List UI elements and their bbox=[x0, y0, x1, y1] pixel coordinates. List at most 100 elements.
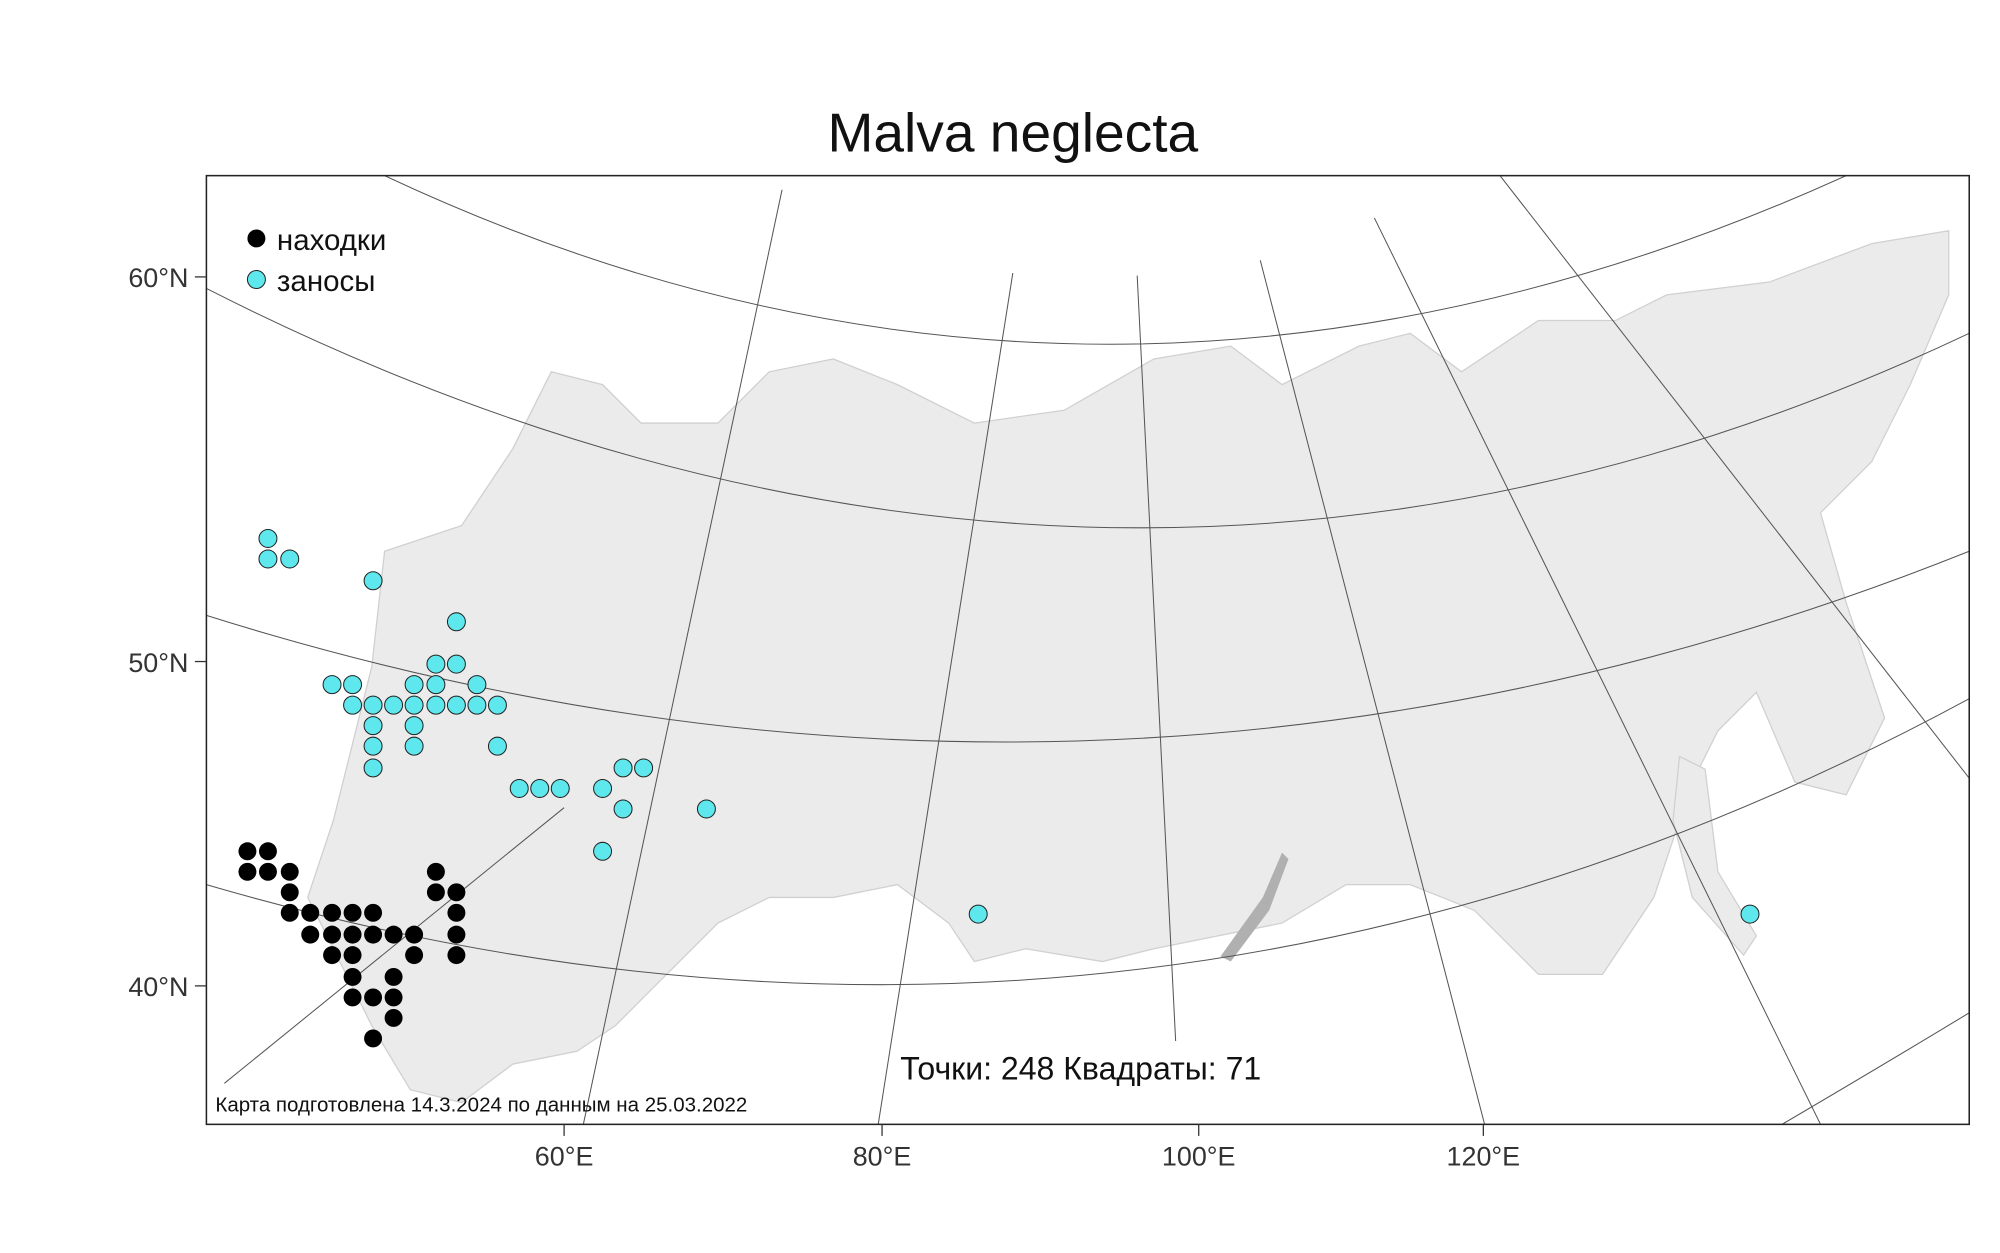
records bbox=[238, 528, 1760, 1048]
introduced-record bbox=[696, 799, 716, 819]
native-record bbox=[447, 903, 466, 922]
map-body bbox=[206, 175, 1970, 1125]
introduced-record bbox=[426, 695, 446, 715]
introduced-record bbox=[363, 758, 383, 778]
native-record bbox=[301, 903, 320, 922]
native-record bbox=[258, 842, 277, 861]
meridian bbox=[1499, 175, 1970, 779]
native-record bbox=[323, 903, 342, 922]
introduced-record bbox=[467, 675, 487, 695]
native-record bbox=[238, 862, 257, 881]
native-record bbox=[384, 925, 403, 944]
introduced-record bbox=[363, 571, 383, 591]
introduced-record bbox=[343, 695, 363, 715]
native-record bbox=[447, 925, 466, 944]
introduced-record bbox=[509, 778, 529, 798]
map-frame bbox=[205, 174, 1970, 1126]
sakhalin bbox=[1672, 755, 1758, 957]
lon-label: 60°E bbox=[535, 1141, 594, 1171]
native-record bbox=[364, 1029, 383, 1048]
introduced-record bbox=[404, 695, 424, 715]
lon-label: 100°E bbox=[1162, 1141, 1236, 1171]
lat-label: 40°N bbox=[128, 972, 188, 1002]
introduced-record bbox=[530, 778, 550, 798]
introduced-record bbox=[258, 528, 278, 548]
meridian bbox=[1259, 260, 1486, 1125]
introduced-record bbox=[426, 654, 446, 674]
legend-label: заносы bbox=[277, 265, 375, 298]
parallel bbox=[1781, 1012, 1970, 1125]
lat-axis: 60°N 50°N 40°N bbox=[128, 263, 207, 1002]
introduced-record bbox=[280, 549, 300, 569]
lake-baikal bbox=[1220, 852, 1289, 962]
native-record bbox=[343, 967, 362, 986]
lon-label: 120°E bbox=[1447, 1141, 1521, 1171]
introduced-record bbox=[634, 758, 654, 778]
native-record bbox=[405, 946, 424, 965]
native-record bbox=[343, 988, 362, 1007]
native-record bbox=[426, 883, 445, 902]
native-record bbox=[343, 903, 362, 922]
introduced-record bbox=[404, 675, 424, 695]
introduced-record bbox=[363, 695, 383, 715]
meridian bbox=[582, 189, 783, 1125]
native-record bbox=[280, 903, 299, 922]
lon-axis: 60°E 80°E 100°E 120°E bbox=[535, 1124, 1520, 1171]
native-record bbox=[280, 862, 299, 881]
introduced-record bbox=[363, 736, 383, 756]
map-title: Malva neglecta bbox=[827, 101, 1198, 163]
native-record bbox=[447, 883, 466, 902]
footnote: Карта подготовлена 14.3.2024 по данным н… bbox=[215, 1094, 747, 1117]
native-record bbox=[384, 1008, 403, 1027]
parallel bbox=[206, 698, 1970, 986]
introduced-record bbox=[446, 695, 466, 715]
lon-label: 80°E bbox=[853, 1141, 912, 1171]
native-record bbox=[323, 925, 342, 944]
legend-marker bbox=[246, 269, 266, 289]
introduced-record bbox=[613, 799, 633, 819]
meridian bbox=[1136, 275, 1177, 1042]
introduced-record bbox=[1740, 904, 1760, 924]
land bbox=[307, 230, 1950, 1104]
introduced-record bbox=[487, 695, 507, 715]
introduced-record bbox=[404, 736, 424, 756]
introduced-record bbox=[322, 675, 342, 695]
parallel bbox=[206, 288, 1970, 529]
native-record bbox=[323, 946, 342, 965]
native-record bbox=[405, 925, 424, 944]
native-record bbox=[364, 925, 383, 944]
native-record bbox=[258, 862, 277, 881]
introduced-record bbox=[363, 716, 383, 736]
legend-marker bbox=[247, 229, 266, 248]
legend-label: находки bbox=[277, 224, 386, 257]
meridian bbox=[877, 272, 1014, 1125]
native-record bbox=[364, 903, 383, 922]
introduced-record bbox=[258, 549, 278, 569]
lat-label: 50°N bbox=[128, 648, 188, 678]
lat-label: 60°N bbox=[128, 263, 188, 293]
meridian bbox=[224, 807, 565, 1084]
native-record bbox=[238, 842, 257, 861]
native-record bbox=[301, 925, 320, 944]
native-record bbox=[364, 988, 383, 1007]
introduced-record bbox=[968, 904, 988, 924]
introduced-record bbox=[593, 841, 613, 861]
introduced-record bbox=[426, 675, 446, 695]
introduced-record bbox=[593, 778, 613, 798]
introduced-record bbox=[487, 736, 507, 756]
introduced-record bbox=[404, 716, 424, 736]
introduced-record bbox=[550, 778, 570, 798]
native-record bbox=[343, 925, 362, 944]
meridian bbox=[1373, 217, 1821, 1125]
native-record bbox=[280, 883, 299, 902]
introduced-record bbox=[446, 612, 466, 632]
introduced-record bbox=[467, 695, 487, 715]
introduced-record bbox=[446, 654, 466, 674]
native-record bbox=[384, 988, 403, 1007]
introduced-record bbox=[613, 758, 633, 778]
native-record bbox=[426, 862, 445, 881]
introduced-record bbox=[343, 675, 363, 695]
native-record bbox=[343, 946, 362, 965]
